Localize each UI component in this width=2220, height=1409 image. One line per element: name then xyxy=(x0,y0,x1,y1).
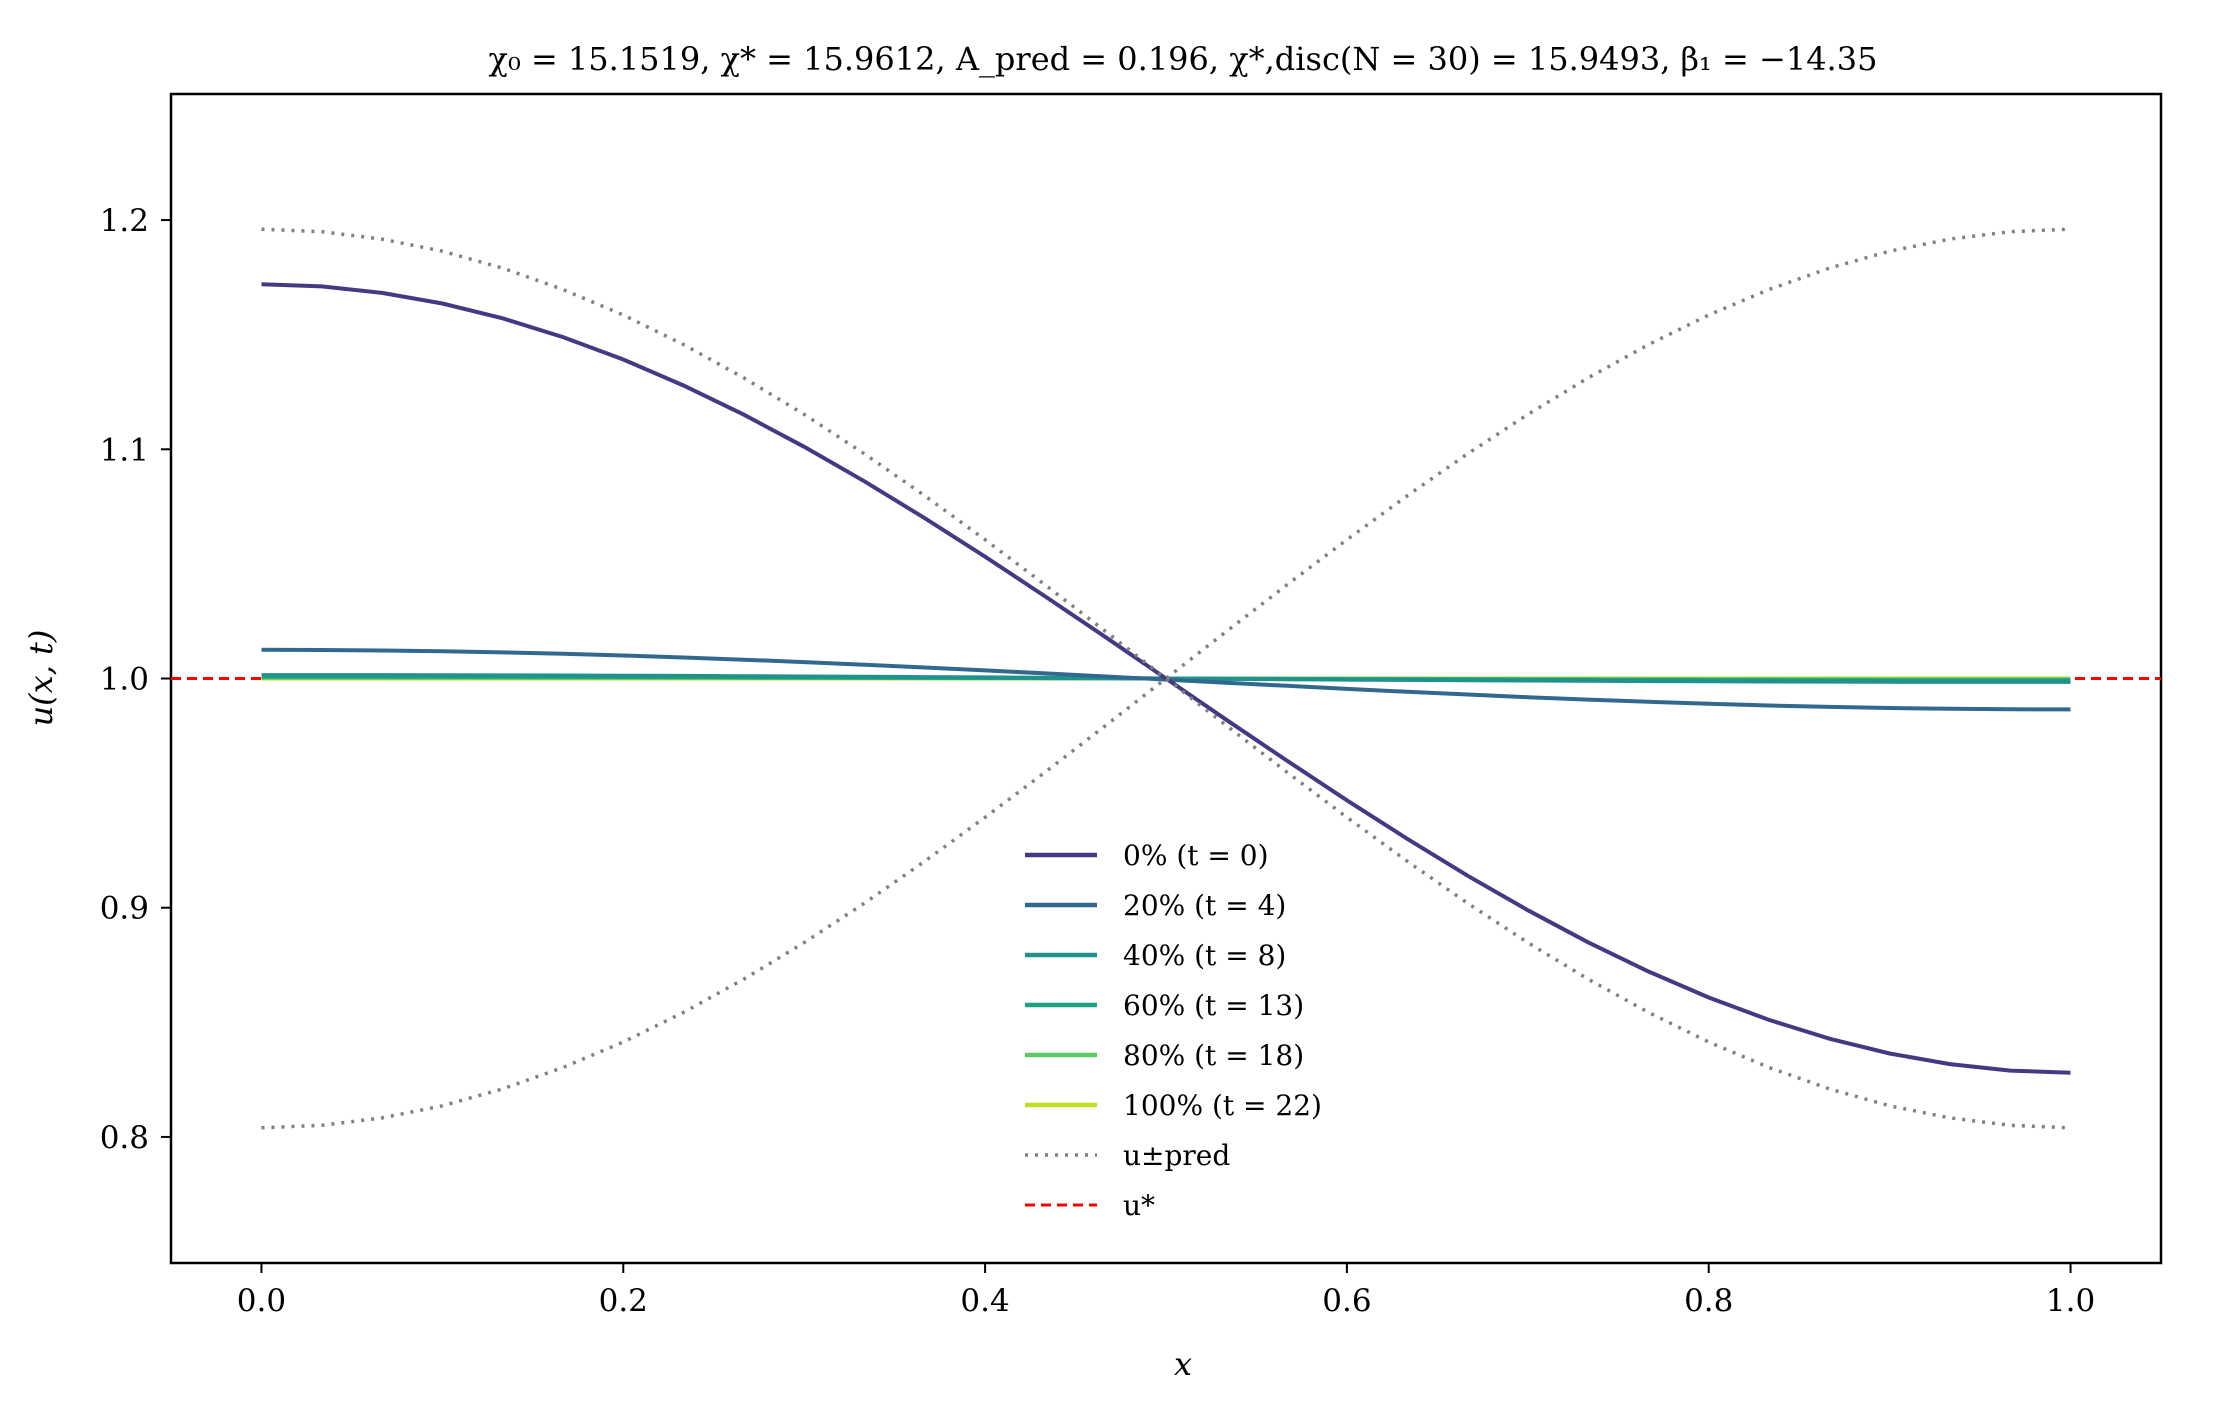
legend: 0% (t = 0) 20% (t = 4) 40% (t = 8) 60% (t =… xyxy=(1025,839,1322,1222)
series-line-0 xyxy=(261,282,2071,1075)
legend-label: 0% (t = 0) xyxy=(1123,839,1269,872)
legend-label: 100% (t = 22) xyxy=(1123,1089,1322,1122)
x-tick-label: 0.4 xyxy=(960,1283,1009,1319)
chart-title: χ₀ = 15.1519, χ* = 15.9612, A_pred = 0.1… xyxy=(489,40,1878,78)
y-tick-label: 0.9 xyxy=(100,891,149,927)
legend-label: 40% (t = 8) xyxy=(1123,939,1286,972)
x-axis-ticks: 0.0 0.2 0.4 0.6 0.8 1.0 xyxy=(237,1263,2095,1319)
series-lines xyxy=(171,227,2161,1130)
x-tick-label: 0.2 xyxy=(599,1283,648,1319)
y-tick-label: 1.0 xyxy=(100,662,149,698)
title-text: χ₀ = 15.1519, χ* = 15.9612, A_pred = 0.1… xyxy=(489,40,1878,78)
x-tick-label: 1.0 xyxy=(2046,1283,2095,1319)
x-tick-label: 0.6 xyxy=(1322,1283,1371,1319)
legend-label: 80% (t = 18) xyxy=(1123,1039,1304,1072)
legend-label: 20% (t = 4) xyxy=(1123,889,1286,922)
y-tick-label: 1.2 xyxy=(100,203,149,239)
legend-label: u±pred xyxy=(1123,1139,1230,1172)
x-tick-label: 0.8 xyxy=(1684,1283,1733,1319)
x-axis-label: x xyxy=(1174,1345,1192,1383)
y-tick-label: 1.1 xyxy=(100,432,149,468)
y-axis-label: u(x, t) xyxy=(22,630,60,727)
y-tick-label: 0.8 xyxy=(100,1120,149,1156)
legend-label: 60% (t = 13) xyxy=(1123,989,1304,1022)
x-tick-label: 0.0 xyxy=(237,1283,286,1319)
y-axis-ticks: 0.8 0.9 1.0 1.1 1.2 xyxy=(100,203,171,1156)
legend-label: u* xyxy=(1123,1189,1155,1222)
